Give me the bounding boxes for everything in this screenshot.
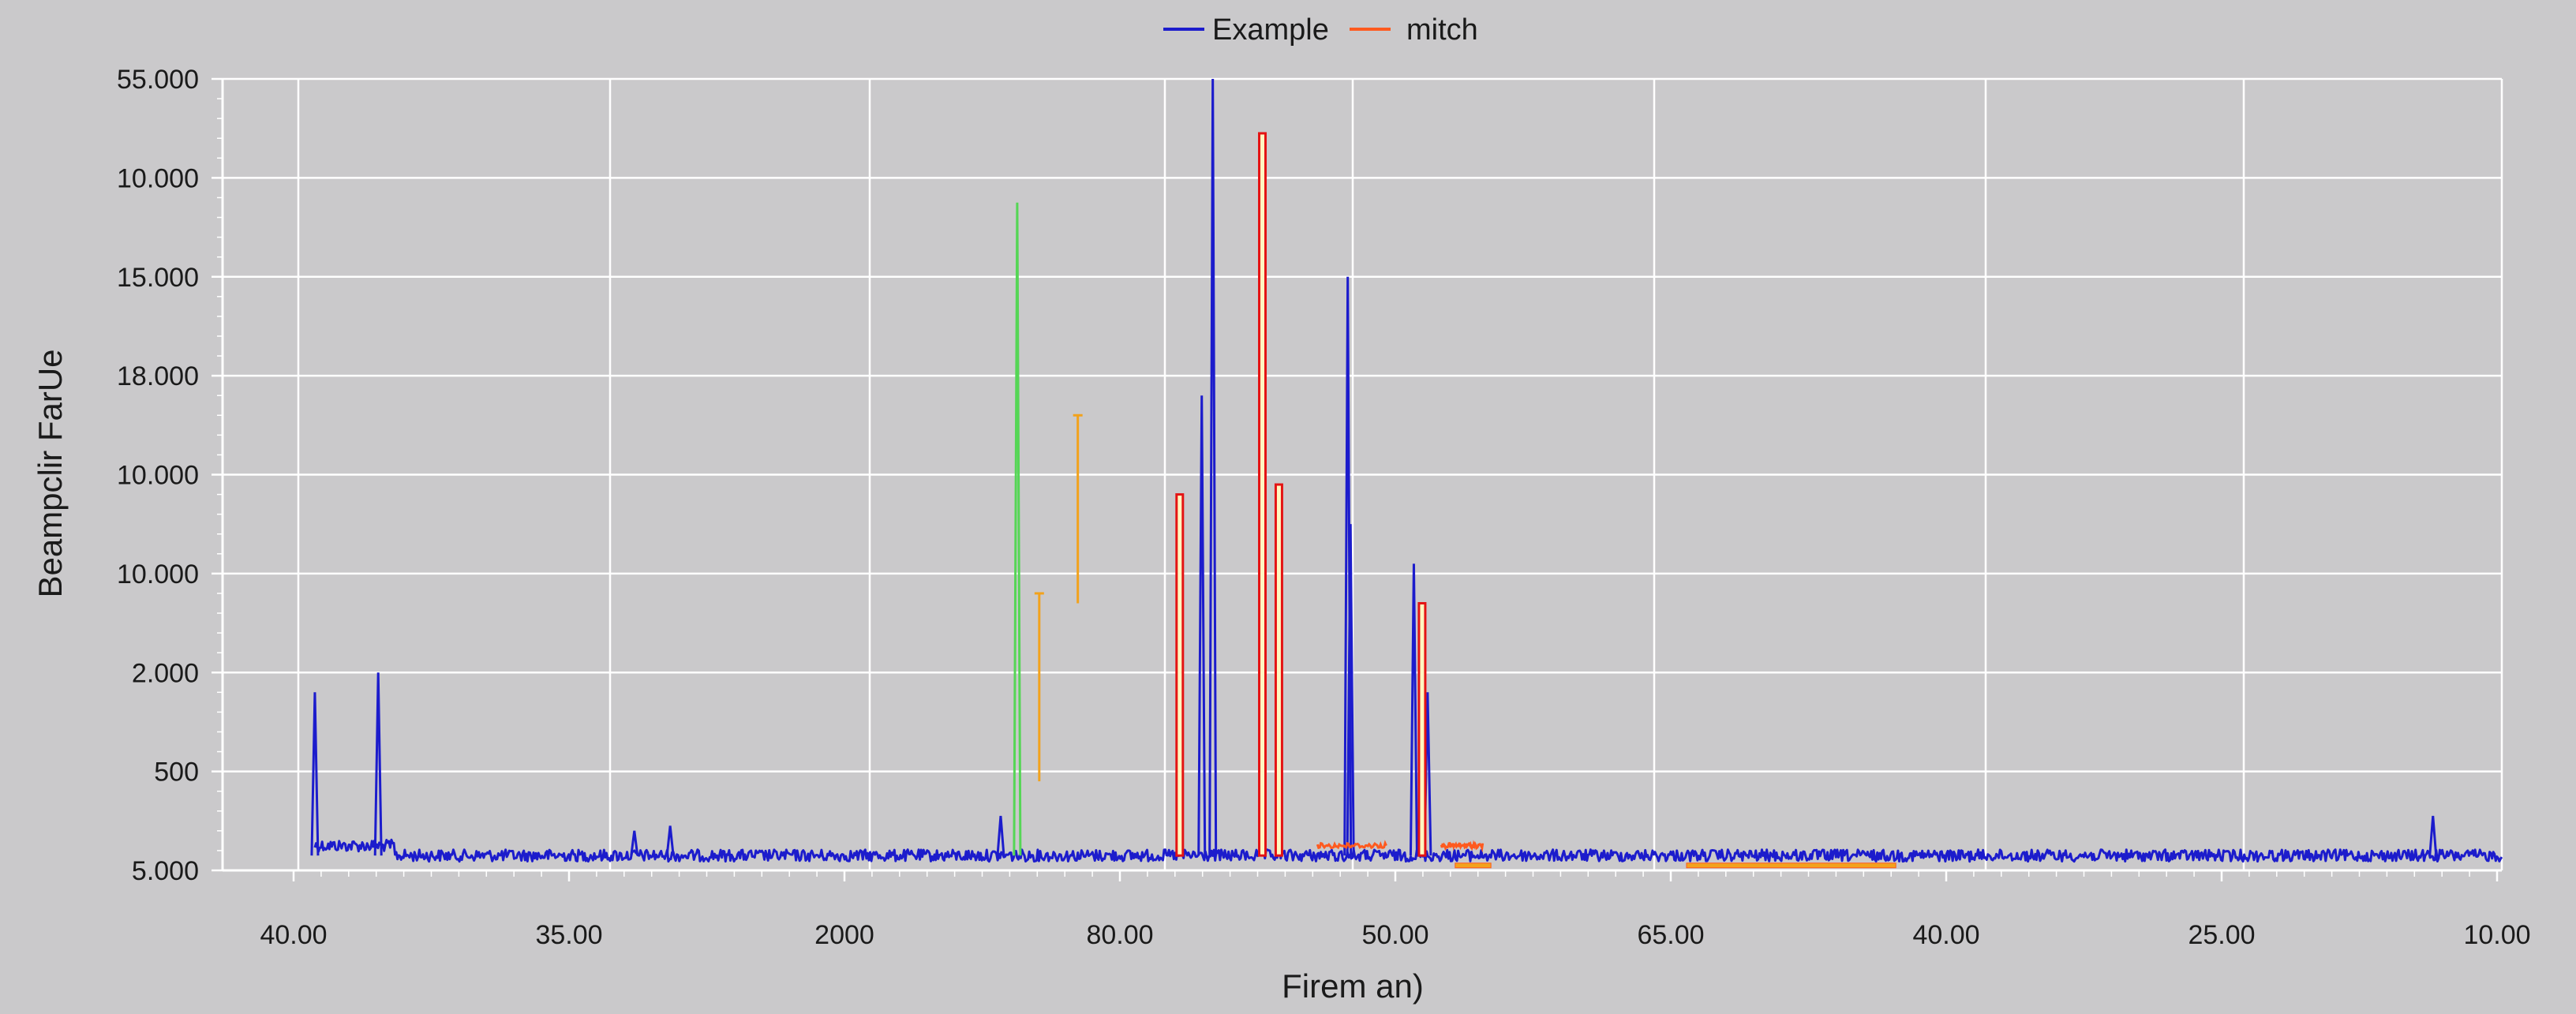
x-tick-label: 50.00	[1361, 920, 1428, 950]
x-tick-labels: 40.00 35.00 2000 80.00 50.00 65.00 40.00 25.00 1…	[260, 920, 2530, 950]
y-tick-label: 2.000	[132, 658, 199, 688]
series-example-spike	[373, 672, 383, 856]
x-tick-label: 40.00	[1912, 920, 1979, 950]
x-axis-title: Firem an)	[1282, 967, 1424, 1005]
x-tick-label: 25.00	[2188, 920, 2255, 950]
x-tick-label: 35.00	[535, 920, 602, 950]
series-example-spike	[1197, 395, 1207, 856]
y-tick-label: 55.000	[117, 65, 199, 95]
series-example-spike	[996, 815, 1005, 856]
legend-item-mitch[interactable]: mitch	[1350, 13, 1478, 47]
series-red-spike	[1274, 483, 1283, 857]
series-red-spike	[1417, 601, 1427, 857]
y-tick-label: 15.000	[117, 263, 199, 293]
series-example-spike	[630, 830, 639, 856]
series-mitch-mark	[1455, 862, 1492, 869]
y-tick-label: 10.000	[117, 461, 199, 491]
y-axis-title: Beampclir FarUe	[32, 349, 69, 597]
series-example-spike	[1346, 524, 1355, 856]
axes	[221, 79, 2502, 872]
series-red-spike	[1258, 132, 1267, 857]
series-mitch-line	[1440, 840, 1485, 853]
series-mitch-line	[1316, 840, 1387, 850]
series-example-line	[313, 838, 2503, 863]
series-example-spike	[665, 825, 675, 856]
y-tick-label: 10.000	[117, 163, 199, 193]
series-red-spike	[1175, 493, 1185, 857]
series-example-spike	[310, 692, 320, 856]
x-tick-label: 40.00	[260, 920, 327, 950]
series	[310, 78, 2503, 869]
x-tick-label: 65.00	[1637, 920, 1704, 950]
y-tick-label: 500	[154, 758, 199, 788]
x-tick-label: 10.00	[2463, 920, 2530, 950]
legend-label-example: Example	[1212, 13, 1329, 47]
series-mitch-mark	[1686, 862, 1896, 869]
legend-item-example[interactable]: Example	[1163, 13, 1329, 47]
series-example-spike	[2428, 815, 2438, 856]
y-tick-label: 10.000	[117, 559, 199, 589]
x-tick-label: 80.00	[1086, 920, 1153, 950]
series-green-spike	[1013, 202, 1022, 856]
series-example-spike	[1208, 78, 1218, 856]
x-tick-label: 2000	[814, 920, 874, 950]
y-tick-label: 18.000	[117, 361, 199, 391]
legend-label-mitch: mitch	[1406, 13, 1478, 47]
y-tick-labels: 55.000 10.000 15.000 18.000 10.000 10.000 2.00…	[117, 65, 199, 886]
y-tick-label: 5.000	[132, 856, 199, 886]
legend: Example mitch	[1163, 13, 1478, 47]
gridlines	[212, 77, 2503, 881]
series-example-spike	[1409, 563, 1418, 856]
